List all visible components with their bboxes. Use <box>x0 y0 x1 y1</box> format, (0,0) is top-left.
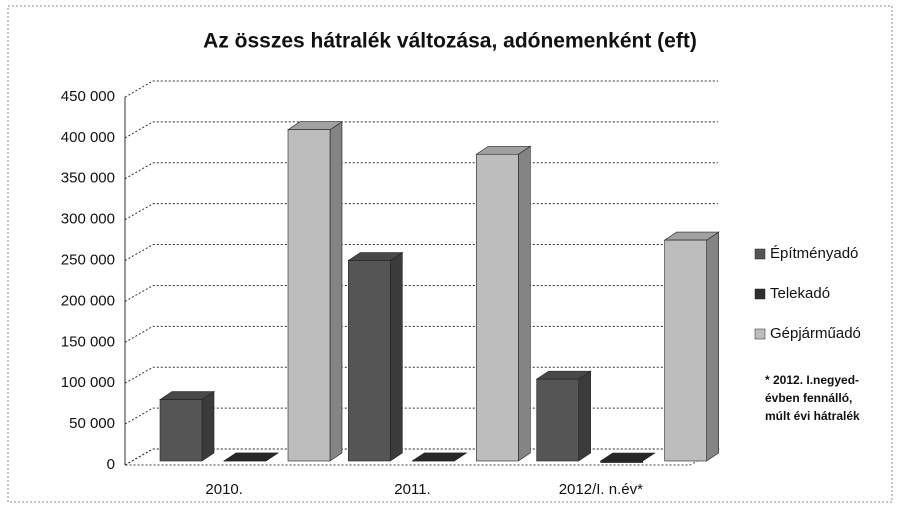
bar <box>664 239 707 462</box>
bar <box>476 153 519 462</box>
legend-swatch <box>754 288 766 300</box>
legend-label: Építményadó <box>770 245 858 262</box>
y-tick-label: 400 000 <box>61 129 115 146</box>
frame <box>7 5 893 503</box>
x-tick-label: 2010. <box>205 481 243 498</box>
bar-side <box>518 145 531 462</box>
y-tick-label: 300 000 <box>61 211 115 228</box>
bar-side <box>329 121 343 462</box>
bar <box>536 378 579 462</box>
y-tick-label: 100 000 <box>61 374 115 391</box>
bar <box>600 460 643 463</box>
bar <box>348 260 391 462</box>
bar <box>287 129 331 462</box>
bar <box>159 399 203 462</box>
y-tick-label: 150 000 <box>61 333 115 350</box>
grid-line <box>124 80 718 98</box>
bar-side <box>578 370 591 462</box>
bar-side <box>706 231 719 462</box>
y-tick-label: 50 000 <box>69 415 115 432</box>
x-tick-label: 2011. <box>394 481 430 498</box>
legend-label: Gépjárműadó <box>770 325 861 342</box>
y-tick-label: 0 <box>107 456 115 473</box>
legend-swatch <box>754 328 766 340</box>
bar-side <box>390 251 403 462</box>
annotation: múlt évi hátralék <box>765 409 860 423</box>
bar-side <box>201 391 215 462</box>
chart-title: Az összes hátralék változása, adónemenké… <box>203 30 697 53</box>
annotation: * 2012. I.negyed- <box>765 373 859 387</box>
y-tick-label: 250 000 <box>61 252 115 269</box>
y-tick-label: 350 000 <box>61 170 115 187</box>
legend-label: Telekadó <box>770 285 830 302</box>
y-tick-label: 450 000 <box>61 88 115 105</box>
grid-line <box>124 121 718 139</box>
legend-swatch <box>754 248 766 260</box>
annotation: évben fennálló, <box>765 391 852 405</box>
x-tick-label: 2012/I. n.év* <box>559 481 643 498</box>
y-tick-label: 200 000 <box>61 292 115 309</box>
